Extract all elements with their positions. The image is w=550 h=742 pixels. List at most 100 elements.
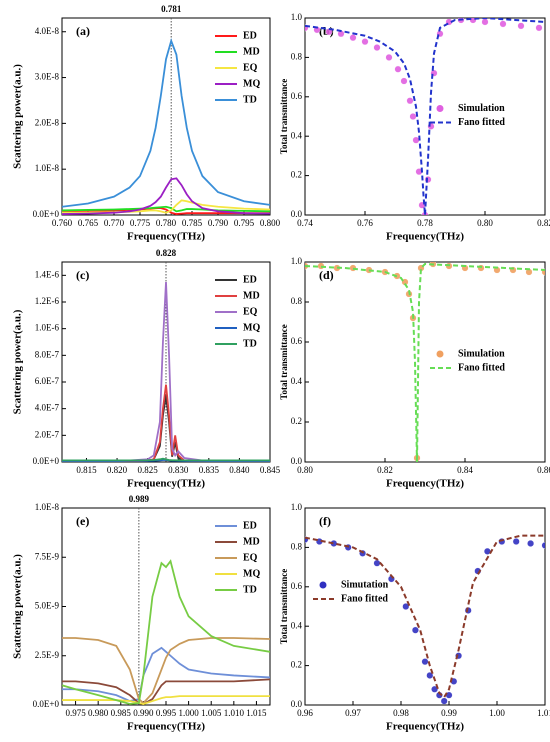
x-tick-label: 0.76 <box>357 218 373 228</box>
y-tick-label: 0.6 <box>291 336 303 346</box>
data-line <box>62 559 270 705</box>
y-tick-label: 2.0E-7 <box>35 429 60 439</box>
x-tick-label: 0.980 <box>88 708 109 718</box>
x-tick-label: 0.975 <box>65 708 86 718</box>
y-tick-label: 0.0E+0 <box>33 209 60 219</box>
y-axis-label: Scattering power(a.u.) <box>12 64 24 169</box>
x-tick-label: 1.005 <box>201 708 222 718</box>
y-tick-label: 0.8 <box>291 296 303 306</box>
x-tick-label: 0.770 <box>104 218 125 228</box>
y-tick-label: 0.6 <box>291 581 303 591</box>
plot-frame <box>304 17 546 216</box>
y-tick-label: 0.8 <box>291 51 303 61</box>
x-axis-label: Frequency(THz) <box>386 721 464 733</box>
y-tick-label: 1.2E-6 <box>35 296 60 306</box>
data-point <box>431 685 439 693</box>
data-point <box>424 176 432 184</box>
data-point <box>412 136 420 144</box>
y-axis-label: Total transmittance <box>279 324 289 399</box>
data-point <box>517 22 525 30</box>
data-line <box>305 534 545 699</box>
data-line <box>62 695 270 705</box>
x-axis-label: Frequency(THz) <box>386 478 464 490</box>
data-point <box>400 77 408 85</box>
panel: 0.74 0.76 0.78 0.80 0.82 0.0 0.2 0.4 0.6 0.8 1.0 Fr… <box>279 12 550 242</box>
panel-label: (c) <box>76 268 89 282</box>
data-line <box>305 262 545 462</box>
panel: 0.96 0.97 0.98 0.99 1.00 1.01 0.0 0.2 0.4 0.6 0.8 1… <box>279 502 550 732</box>
data-point <box>499 20 507 28</box>
y-tick-label: 0.8 <box>291 541 303 551</box>
data-line <box>62 205 270 213</box>
x-tick-label: 1.010 <box>224 708 245 718</box>
x-tick-label: 0.815 <box>76 465 97 475</box>
x-tick-label: 0.99 <box>441 708 457 718</box>
legend-label: MQ <box>243 322 260 333</box>
x-tick-label: 0.835 <box>199 465 220 475</box>
legend-label: Simulation <box>458 348 505 359</box>
y-axis-label: Scattering power(a.u.) <box>12 309 24 414</box>
data-point <box>512 537 520 545</box>
x-tick-label: 0.96 <box>297 708 313 718</box>
y-tick-label: 2.5E-9 <box>35 650 60 660</box>
x-axis-label: Frequency(THz) <box>127 231 205 243</box>
x-tick-label: 1.01 <box>537 708 550 718</box>
panel-label: (e) <box>76 514 89 528</box>
y-tick-label: 0.0E+0 <box>33 456 60 466</box>
y-tick-label: 1.0 <box>291 502 303 512</box>
plot-area <box>62 281 270 462</box>
x-tick-label: 0.82 <box>377 465 393 475</box>
legend-marker <box>436 105 444 112</box>
y-tick-label: 1.0E-8 <box>35 502 60 512</box>
data-point <box>541 541 545 549</box>
plot-area <box>62 559 270 705</box>
x-tick-label: 1.015 <box>246 708 267 718</box>
data-point <box>483 547 491 555</box>
x-tick-label: 0.800 <box>260 218 281 228</box>
x-tick-label: 0.78 <box>417 218 433 228</box>
x-tick-label: 0.795 <box>234 218 255 228</box>
x-tick-label: 0.80 <box>477 218 493 228</box>
data-point <box>421 658 429 666</box>
plot-frame <box>304 261 546 463</box>
x-tick-label: 0.760 <box>52 218 73 228</box>
x-tick-label: 0.780 <box>156 218 177 228</box>
y-tick-label: 1.0E-6 <box>35 323 60 333</box>
plot-area <box>305 534 545 705</box>
y-tick-label: 0.2 <box>291 416 302 426</box>
data-point <box>373 44 381 52</box>
x-tick-label: 0.775 <box>130 218 151 228</box>
legend-label: Fano fitted <box>458 117 505 128</box>
data-point <box>394 65 402 73</box>
legend-label: Simutation <box>341 579 389 590</box>
legend-label: TD <box>243 94 257 105</box>
legend-label: MD <box>243 290 260 301</box>
data-point <box>440 697 448 705</box>
data-line <box>62 38 270 208</box>
data-line <box>305 18 545 215</box>
y-axis-label: Total transmittance <box>279 79 289 154</box>
x-axis-label: Frequency(THz) <box>386 231 464 243</box>
panel-label: (d) <box>319 268 334 282</box>
data-point <box>349 34 357 42</box>
legend-label: Simulation <box>458 103 505 114</box>
y-tick-label: 0.4 <box>291 130 303 140</box>
x-tick-label: 0.845 <box>260 465 281 475</box>
y-tick-label: 0.4 <box>291 376 303 386</box>
y-tick-label: 1.4E-6 <box>35 269 60 279</box>
y-tick-label: 8.0E-7 <box>35 349 60 359</box>
y-tick-label: 7.5E-9 <box>35 551 60 561</box>
x-tick-label: 0.830 <box>168 465 189 475</box>
y-tick-label: 0.4 <box>291 620 303 630</box>
y-tick-label: 1.0E-8 <box>35 163 60 173</box>
y-tick-label: 4.0E-8 <box>35 26 60 36</box>
legend-label: EQ <box>243 62 258 73</box>
data-line <box>62 646 270 703</box>
y-tick-label: 0.6 <box>291 91 303 101</box>
x-tick-label: 0.790 <box>208 218 229 228</box>
data-point <box>481 18 489 26</box>
panel: 0.815 0.820 0.825 0.830 0.835 0.840 0.845 0.0E+… <box>12 248 281 489</box>
data-line <box>62 281 270 462</box>
plot-area <box>62 38 270 215</box>
